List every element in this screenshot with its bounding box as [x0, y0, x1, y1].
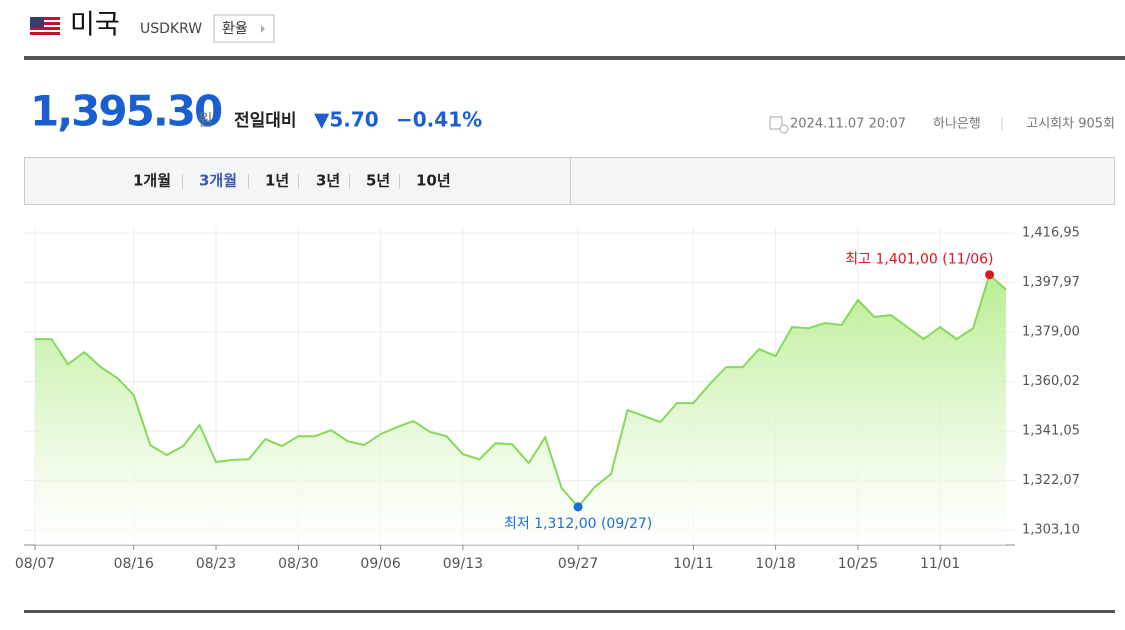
tab[interactable]: 10년	[416, 172, 451, 190]
high-point	[985, 270, 995, 280]
x-tick-label: 09/06	[360, 556, 400, 572]
x-tick-label: 08/30	[278, 556, 318, 572]
line	[35, 272, 1007, 509]
round: 고시회차 905회	[1026, 117, 1115, 132]
flag	[30, 17, 60, 37]
top-rule	[24, 56, 1125, 60]
x-tick-label: 08/07	[15, 556, 55, 572]
y-tick-label: 1,397,97	[1022, 275, 1080, 290]
tab[interactable]: 3개월	[199, 172, 237, 190]
bottom-rule	[24, 610, 1115, 613]
x-tick-label: 08/16	[114, 556, 154, 572]
y-tick-label: 1,379,00	[1022, 325, 1080, 340]
area	[35, 274, 1006, 545]
price: 1,395.30	[30, 87, 222, 136]
low-point	[573, 502, 583, 512]
y-tick-label: 1,322,07	[1022, 473, 1080, 488]
y-tick-label: 1,360,02	[1022, 374, 1080, 389]
x-tick-label: 08/23	[196, 556, 236, 572]
tab[interactable]: 1개월	[133, 172, 171, 190]
tab[interactable]: 5년	[366, 172, 390, 190]
country: 미국	[70, 10, 120, 41]
high-label: 최고 1,401,00 (11/06)	[845, 252, 993, 268]
change-label: 전일대비	[234, 111, 297, 131]
price-unit: 원	[198, 111, 213, 130]
y-tick-label: 1,303,10	[1022, 523, 1080, 538]
change-pct: −0.41%	[396, 108, 482, 132]
x-tick-label: 10/25	[838, 556, 878, 572]
x-tick-label: 09/27	[558, 556, 598, 572]
x-tick-label: 10/18	[755, 556, 795, 572]
datetime: 2024.11.07 20:07	[790, 117, 906, 132]
rate-button[interactable]: 환율	[222, 21, 248, 37]
low-label: 최저 1,312,00 (09/27)	[504, 516, 652, 532]
y-tick-label: 1,341,05	[1022, 424, 1080, 439]
y-tick-label: 1,416,95	[1022, 226, 1080, 241]
clock-icon	[769, 116, 789, 134]
code: USDKRW	[140, 21, 202, 37]
tab-bar	[24, 157, 1115, 205]
bank: 하나은행	[933, 116, 981, 132]
tab[interactable]: 1년	[265, 172, 289, 190]
button-arrow	[261, 25, 265, 33]
x-tick-label: 11/01	[920, 556, 960, 572]
x-tick-label: 09/13	[443, 556, 483, 572]
x-tick-label: 10/11	[673, 556, 713, 572]
tab[interactable]: 3년	[316, 172, 340, 190]
change: ▼5.70	[314, 108, 379, 132]
